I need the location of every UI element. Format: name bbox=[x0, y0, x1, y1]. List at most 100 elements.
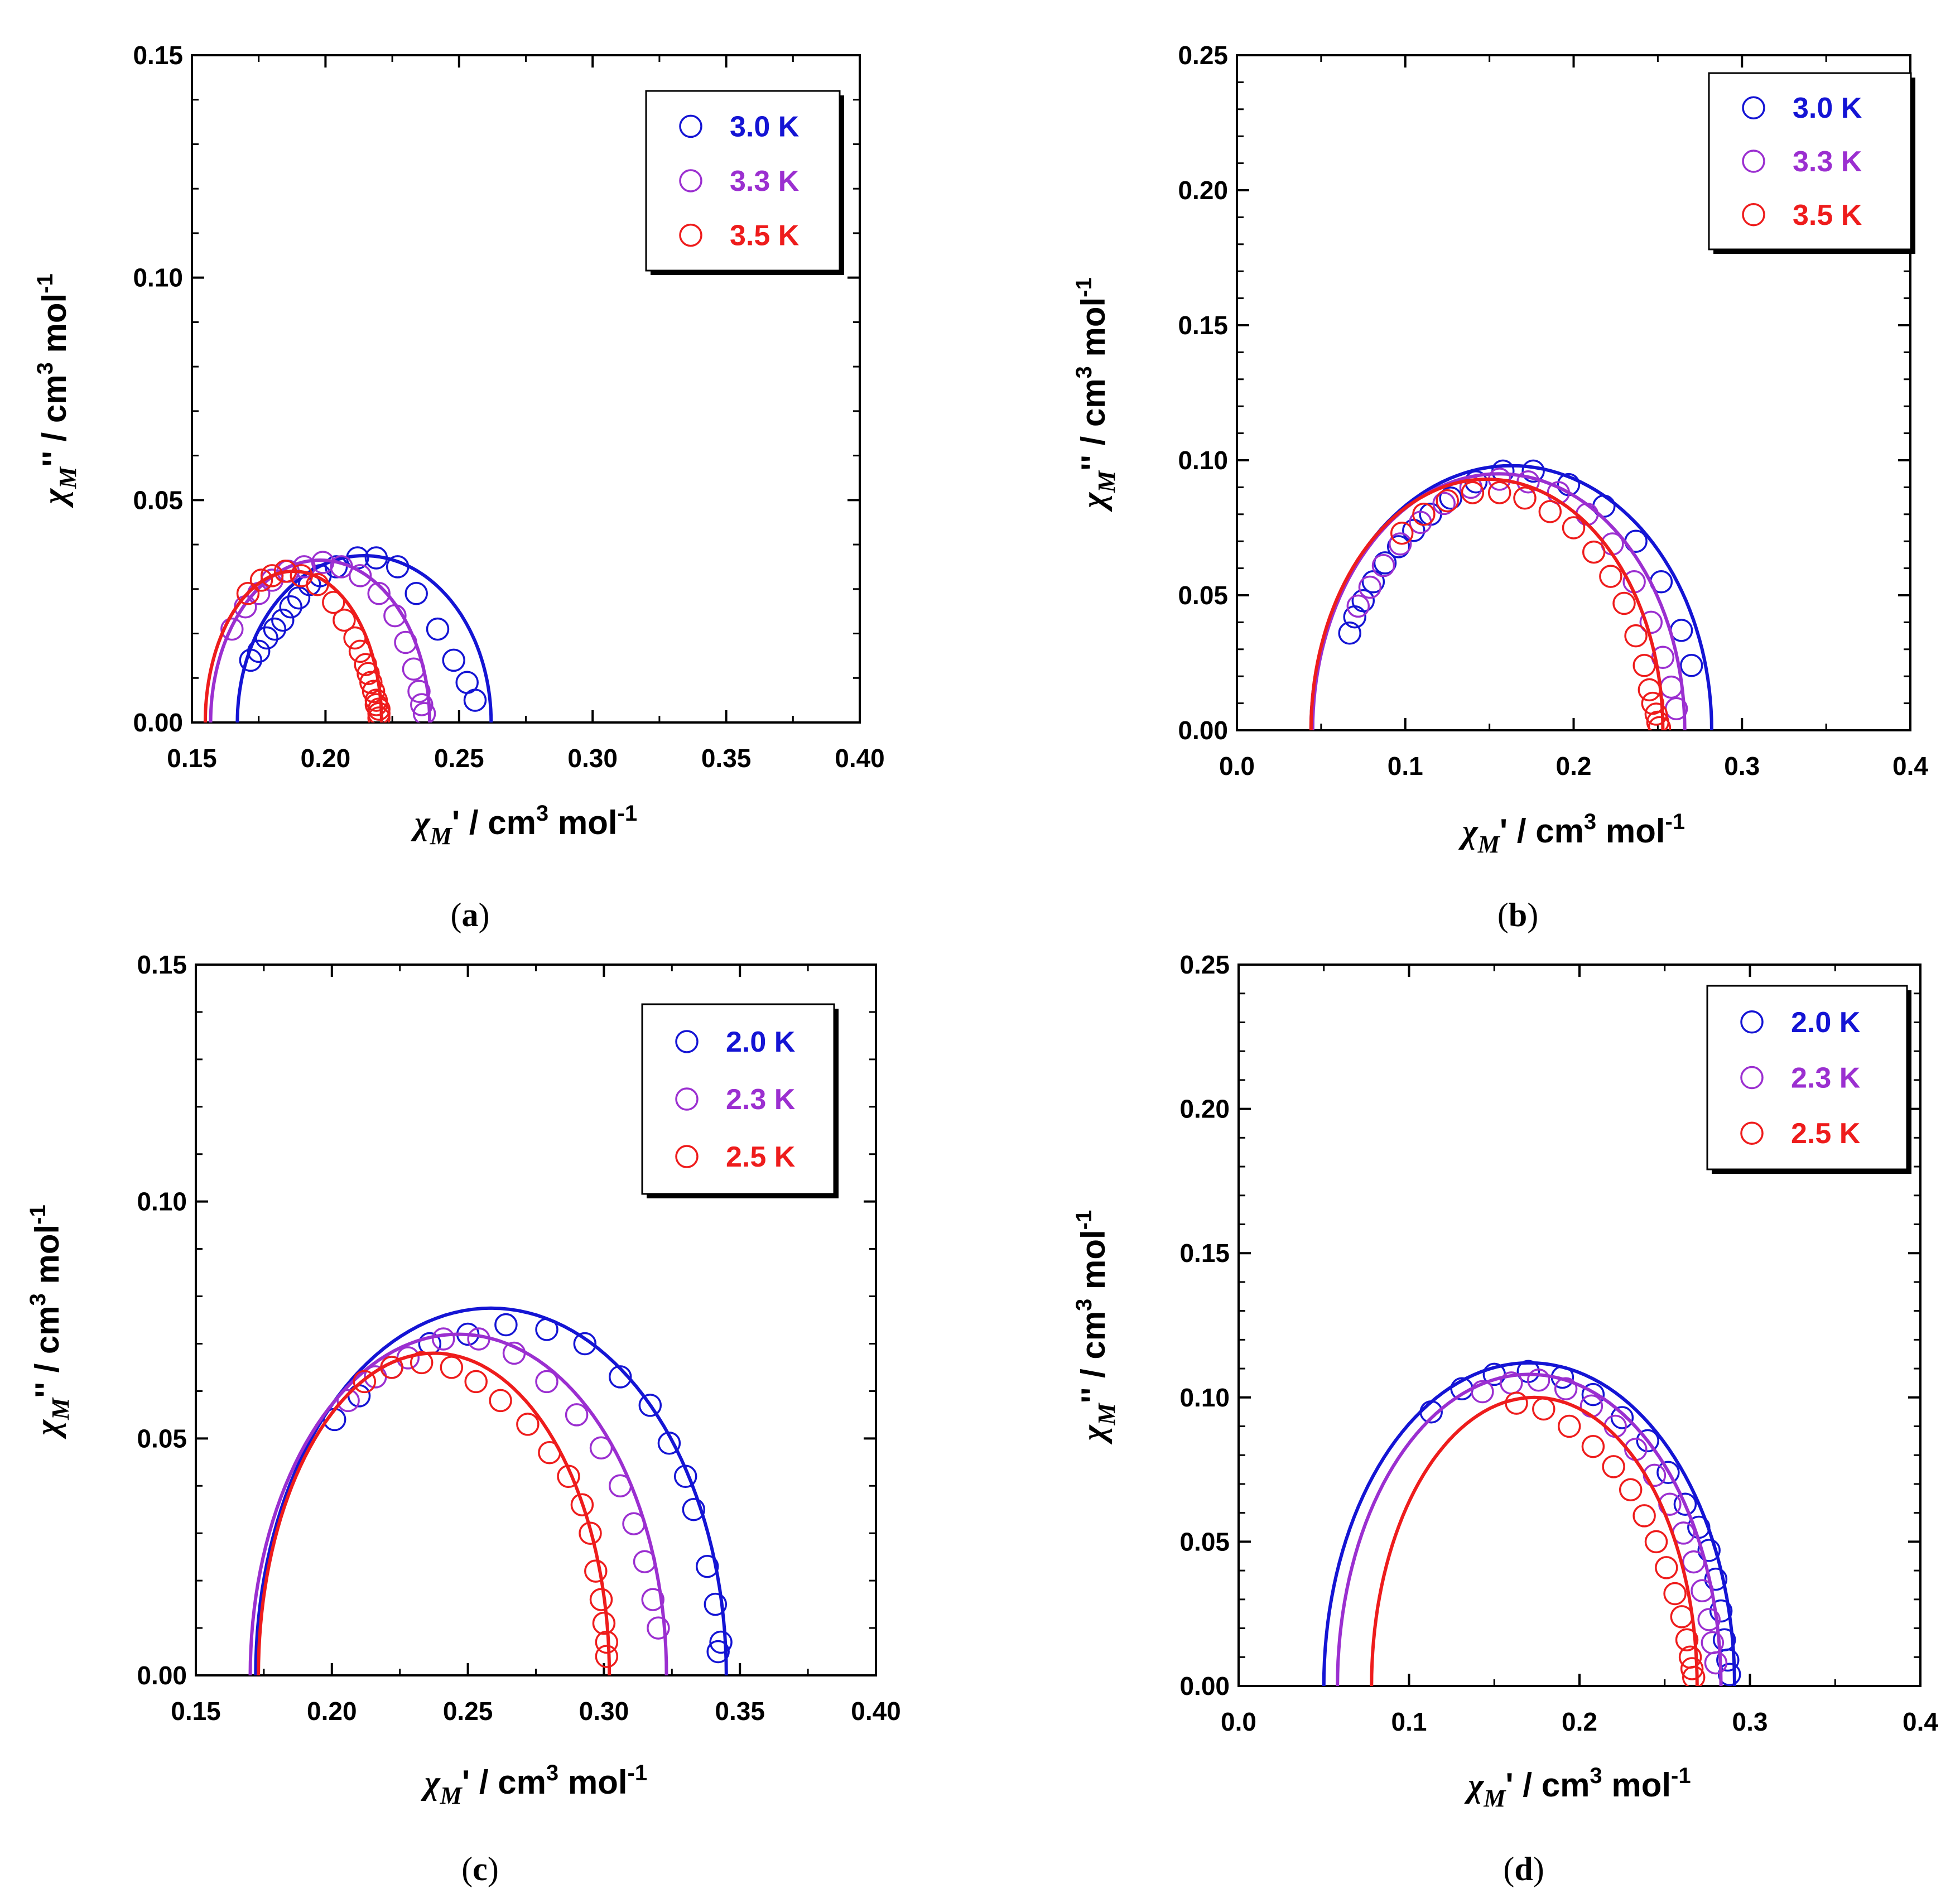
data-point bbox=[1554, 1377, 1578, 1401]
data-point bbox=[1619, 1478, 1643, 1502]
series-2-3-K bbox=[248, 1327, 670, 1675]
y-tick-label: 0.00 bbox=[133, 708, 183, 737]
data-point bbox=[236, 582, 260, 605]
series-2-0-K bbox=[1322, 1360, 1741, 1686]
data-point bbox=[1718, 1663, 1741, 1686]
data-point bbox=[348, 564, 372, 587]
legend-label: 2.3 K bbox=[1791, 1062, 1861, 1095]
data-point bbox=[1632, 654, 1656, 677]
fit-curve bbox=[257, 1351, 611, 1675]
data-point bbox=[348, 639, 372, 663]
data-point bbox=[1682, 1550, 1706, 1574]
data-point bbox=[330, 555, 353, 579]
legend-label: 3.0 K bbox=[730, 110, 800, 143]
data-point bbox=[440, 1356, 464, 1379]
data-point bbox=[657, 1432, 681, 1455]
y-tick-label: 0.20 bbox=[1178, 176, 1228, 205]
data-point bbox=[1581, 1382, 1605, 1406]
legend-marker bbox=[679, 169, 702, 192]
data-point bbox=[1471, 1380, 1494, 1404]
fit-curve bbox=[209, 558, 432, 722]
x-tick-label: 0.2 bbox=[1556, 751, 1592, 781]
fit-curve bbox=[203, 569, 383, 722]
data-point bbox=[1388, 532, 1412, 556]
data-point bbox=[589, 1588, 613, 1611]
data-point bbox=[1704, 1567, 1728, 1591]
data-point bbox=[695, 1554, 719, 1578]
x-tick-label: 0.25 bbox=[443, 1697, 493, 1726]
legend-marker bbox=[675, 1030, 699, 1053]
data-point bbox=[1612, 591, 1636, 615]
data-point bbox=[287, 586, 311, 610]
data-point bbox=[463, 688, 487, 712]
data-point bbox=[394, 630, 417, 654]
data-point bbox=[647, 1616, 670, 1640]
y-axis-title: χM'' / cm3 mol-1 bbox=[1072, 1210, 1120, 1444]
data-point bbox=[608, 1365, 632, 1389]
data-point bbox=[367, 582, 391, 605]
data-point bbox=[682, 1497, 706, 1521]
data-point bbox=[1659, 675, 1683, 699]
data-point bbox=[1432, 492, 1456, 516]
data-point bbox=[1461, 481, 1485, 504]
x-tick-label: 0.25 bbox=[434, 744, 484, 773]
legend-marker bbox=[1742, 96, 1765, 119]
series-2-5-K bbox=[257, 1351, 619, 1675]
data-point bbox=[494, 1313, 518, 1337]
data-point bbox=[579, 1521, 602, 1545]
y-tick-label: 0.05 bbox=[133, 485, 183, 514]
data-point bbox=[1673, 1492, 1697, 1516]
data-point bbox=[1358, 575, 1382, 599]
x-tick-label: 0.40 bbox=[851, 1697, 901, 1726]
data-point bbox=[1679, 654, 1703, 677]
chart-panel-3: 0.15 0.20 0.25 0.30 0.35 0.40 0.00 0.05 0.10 0.15… bbox=[26, 950, 901, 1887]
data-point bbox=[1697, 1539, 1721, 1562]
data-point bbox=[292, 555, 316, 579]
x-tick-label: 0.30 bbox=[567, 744, 618, 773]
legend: 3.0 K 3.3 K 3.5 K bbox=[1708, 72, 1915, 254]
y-tick-label: 0.15 bbox=[1179, 1239, 1230, 1268]
fit-curve bbox=[254, 1306, 728, 1675]
x-axis-title: χM' / cm3 mol-1 bbox=[1458, 810, 1685, 858]
data-point bbox=[464, 1370, 488, 1394]
data-point bbox=[412, 702, 436, 722]
data-point bbox=[1639, 610, 1663, 634]
data-point bbox=[1602, 1455, 1625, 1478]
data-point bbox=[1624, 624, 1648, 648]
y-tick-label: 0.05 bbox=[1178, 581, 1228, 610]
data-point bbox=[1638, 678, 1662, 702]
data-point bbox=[431, 1327, 455, 1351]
data-point bbox=[467, 1327, 490, 1351]
data-point bbox=[1599, 565, 1622, 588]
data-point bbox=[641, 1588, 664, 1611]
legend-box bbox=[1708, 72, 1912, 250]
data-point bbox=[311, 551, 335, 574]
data-point bbox=[1562, 516, 1586, 539]
data-point bbox=[362, 680, 386, 703]
legend-label: 3.0 K bbox=[1793, 92, 1862, 124]
data-point bbox=[343, 626, 367, 650]
legend-marker bbox=[675, 1087, 699, 1111]
legend-marker bbox=[1740, 1121, 1764, 1145]
data-point bbox=[255, 626, 278, 650]
panel-label: (a) bbox=[451, 897, 490, 933]
data-point bbox=[354, 653, 377, 677]
data-point bbox=[1557, 1414, 1581, 1438]
data-point bbox=[260, 564, 284, 587]
x-tick-label: 0.15 bbox=[167, 744, 217, 773]
data-point bbox=[1582, 540, 1606, 564]
data-point bbox=[1682, 1665, 1706, 1686]
x-axis-title: χM' / cm3 mol-1 bbox=[1464, 1764, 1691, 1812]
data-point bbox=[364, 693, 388, 716]
data-point bbox=[1610, 1406, 1634, 1429]
series-2-3-K bbox=[1336, 1369, 1728, 1686]
legend-box bbox=[641, 1003, 835, 1195]
legend-marker bbox=[1742, 150, 1765, 173]
data-point bbox=[1704, 1651, 1728, 1675]
data-point bbox=[1371, 554, 1395, 577]
legend-marker bbox=[1740, 1066, 1764, 1090]
data-point bbox=[1351, 589, 1375, 613]
data-point bbox=[557, 1464, 580, 1488]
data-point bbox=[1655, 1556, 1678, 1579]
